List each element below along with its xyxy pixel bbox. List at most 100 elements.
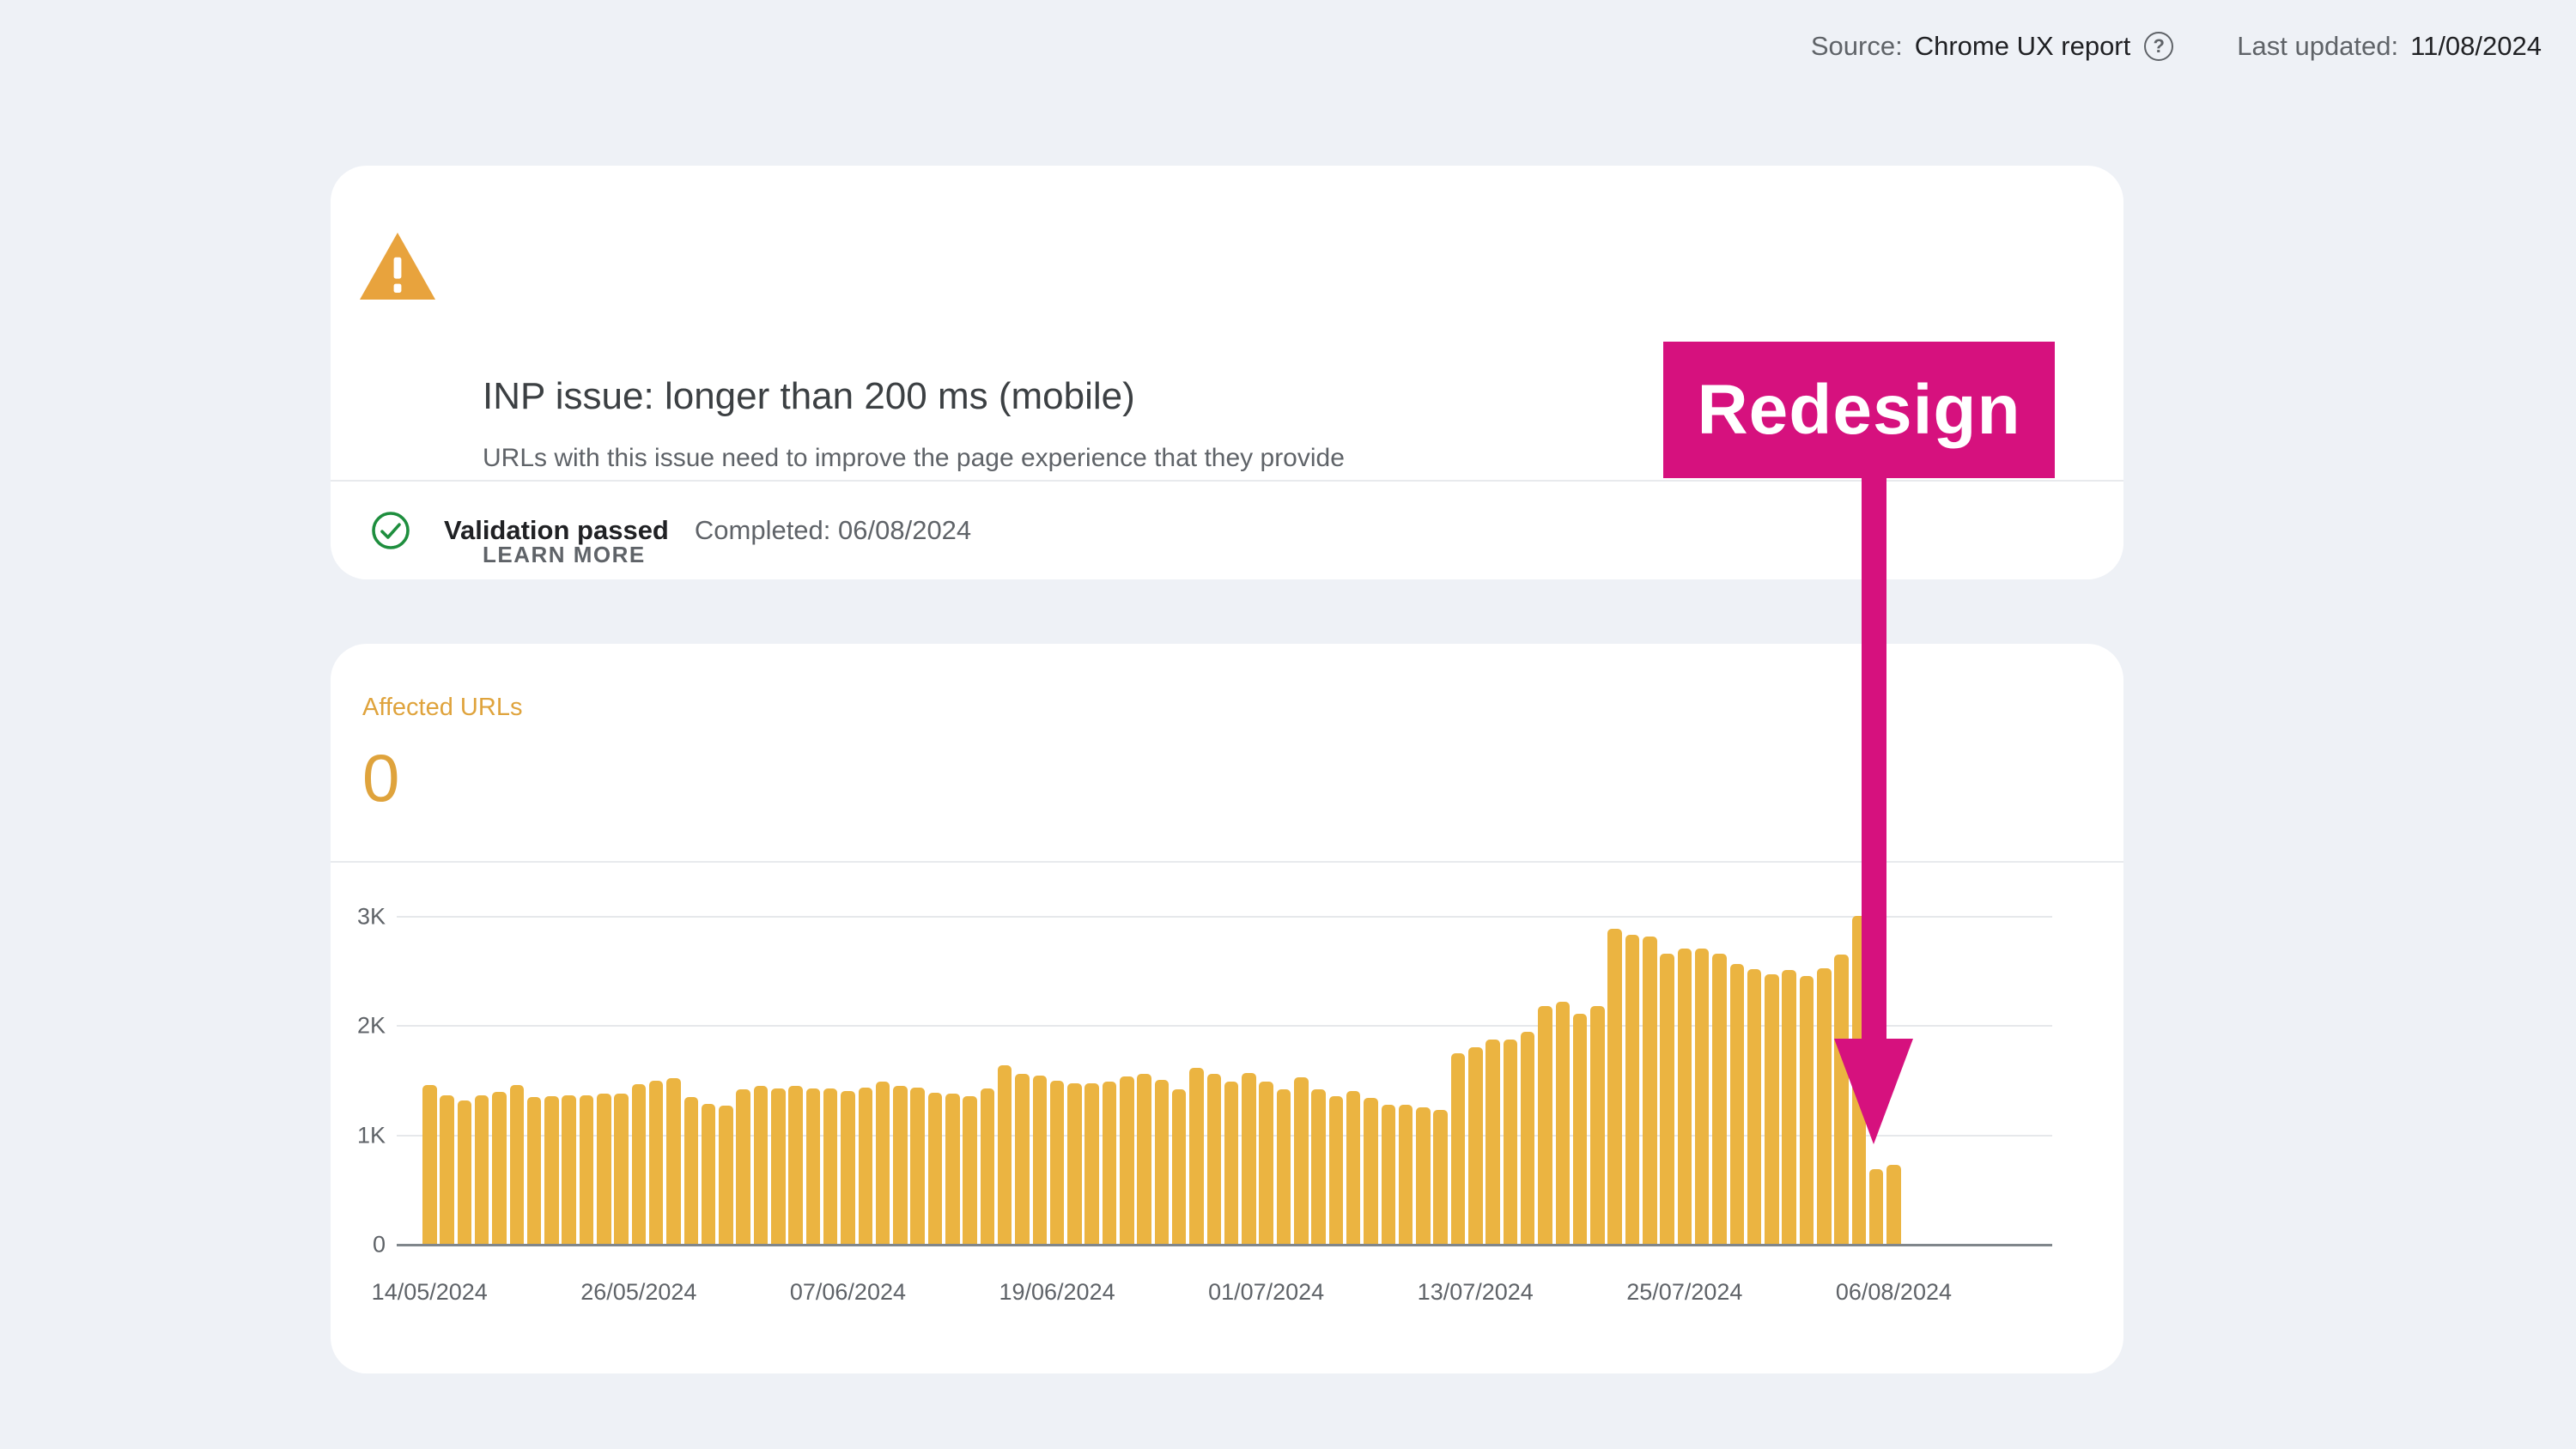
bar[interactable]	[1433, 1110, 1448, 1244]
bar[interactable]	[1259, 1082, 1273, 1244]
bar[interactable]	[858, 1087, 872, 1244]
bar[interactable]	[1660, 954, 1674, 1244]
bar[interactable]	[1555, 1002, 1570, 1244]
bar[interactable]	[492, 1091, 507, 1244]
bar[interactable]	[1468, 1046, 1483, 1244]
learn-more-button[interactable]: LEARN MORE	[483, 542, 646, 567]
bar[interactable]	[1189, 1067, 1204, 1244]
bar[interactable]	[1886, 1165, 1901, 1244]
bar[interactable]	[597, 1094, 611, 1244]
bar[interactable]	[1799, 975, 1814, 1244]
bar[interactable]	[1765, 974, 1779, 1244]
bar[interactable]	[1102, 1082, 1117, 1244]
bar[interactable]	[562, 1094, 576, 1244]
affected-urls-bar-chart: 3K 2K 1K 0 14/05/2024 26/05/2024 07/06/2024 19/…	[331, 644, 2123, 1373]
bar[interactable]	[1712, 954, 1727, 1244]
bar[interactable]	[997, 1065, 1012, 1244]
bar[interactable]	[1137, 1074, 1151, 1244]
bar[interactable]	[614, 1094, 629, 1244]
bar[interactable]	[509, 1085, 524, 1244]
last-updated-label: Last updated:	[2237, 31, 2399, 61]
bar[interactable]	[1206, 1074, 1221, 1244]
bar[interactable]	[440, 1094, 454, 1244]
bar[interactable]	[1817, 967, 1832, 1244]
bar[interactable]	[1381, 1105, 1395, 1244]
bar[interactable]	[1643, 936, 1657, 1244]
bar[interactable]	[1154, 1079, 1170, 1244]
x-axis-tick-label: 26/05/2024	[580, 1279, 697, 1305]
bar[interactable]	[1520, 1031, 1535, 1244]
bar[interactable]	[927, 1093, 943, 1244]
y-axis-tick-label: 0	[372, 1231, 386, 1258]
bar[interactable]	[875, 1082, 890, 1244]
bar[interactable]	[1294, 1077, 1309, 1244]
bar[interactable]	[1346, 1090, 1361, 1244]
bar[interactable]	[1485, 1039, 1500, 1244]
bar[interactable]	[701, 1103, 716, 1244]
bar[interactable]	[648, 1081, 664, 1244]
bar[interactable]	[666, 1078, 681, 1244]
bar[interactable]	[544, 1095, 559, 1244]
validation-status: Validation passed	[444, 515, 669, 545]
bar[interactable]	[1049, 1081, 1065, 1244]
bar[interactable]	[1572, 1014, 1588, 1244]
bar[interactable]	[945, 1094, 960, 1244]
x-axis-tick-label: 13/07/2024	[1417, 1279, 1534, 1305]
bar[interactable]	[457, 1100, 472, 1244]
bar[interactable]	[1311, 1089, 1326, 1244]
bar[interactable]	[1450, 1053, 1466, 1244]
bar[interactable]	[963, 1095, 977, 1244]
x-axis-tick-label: 19/06/2024	[999, 1279, 1115, 1305]
bar[interactable]	[805, 1088, 821, 1244]
bar[interactable]	[788, 1086, 803, 1244]
bar[interactable]	[1242, 1073, 1256, 1244]
bar[interactable]	[1503, 1039, 1518, 1244]
last-updated-value: 11/08/2024	[2410, 31, 2542, 61]
y-axis-tick-label: 2K	[356, 1012, 386, 1039]
bar[interactable]	[1276, 1089, 1291, 1244]
bar[interactable]	[841, 1090, 855, 1244]
bar[interactable]	[980, 1088, 995, 1244]
bar[interactable]	[1171, 1089, 1187, 1244]
bar[interactable]	[1538, 1006, 1552, 1244]
bar[interactable]	[1084, 1082, 1099, 1244]
bar[interactable]	[1729, 963, 1744, 1244]
bar[interactable]	[1364, 1098, 1378, 1244]
bar[interactable]	[526, 1097, 542, 1244]
bar[interactable]	[1416, 1106, 1431, 1244]
bar[interactable]	[1625, 935, 1640, 1244]
x-axis-tick-label: 14/05/2024	[371, 1279, 488, 1305]
bar[interactable]	[1120, 1076, 1134, 1244]
bar[interactable]	[1782, 970, 1796, 1244]
bar[interactable]	[1590, 1006, 1605, 1244]
bar[interactable]	[719, 1106, 733, 1244]
bar[interactable]	[422, 1085, 437, 1244]
bar[interactable]	[910, 1087, 925, 1244]
metric-affected-urls[interactable]: Affected URLs 0	[362, 694, 522, 811]
bar[interactable]	[753, 1086, 769, 1244]
bar[interactable]	[1868, 1169, 1884, 1244]
bar[interactable]	[1694, 948, 1710, 1244]
redesign-annotation-label: Redesign	[1663, 342, 2055, 478]
bar[interactable]	[893, 1086, 908, 1244]
chart-card: Affected URLs 0 3K 2K 1K 0 14/05/2024 26/05/2…	[331, 644, 2123, 1373]
bar[interactable]	[1607, 928, 1622, 1244]
bar[interactable]	[1747, 968, 1762, 1244]
bar[interactable]	[1032, 1075, 1047, 1244]
bar[interactable]	[736, 1089, 750, 1244]
bar[interactable]	[823, 1088, 838, 1244]
bar[interactable]	[631, 1083, 647, 1244]
bar[interactable]	[683, 1097, 698, 1244]
bar[interactable]	[771, 1088, 786, 1244]
help-icon[interactable]: ?	[2144, 32, 2174, 61]
bar[interactable]	[474, 1094, 489, 1244]
bar[interactable]	[1224, 1082, 1239, 1244]
x-axis-tick-label: 06/08/2024	[1835, 1279, 1952, 1305]
bar[interactable]	[1398, 1105, 1413, 1244]
bar[interactable]	[1067, 1082, 1082, 1244]
bar[interactable]	[1677, 948, 1692, 1244]
bar[interactable]	[1015, 1074, 1030, 1244]
redesign-arrow-head-icon	[1834, 1039, 1913, 1144]
bar[interactable]	[579, 1094, 594, 1244]
bar[interactable]	[1328, 1095, 1344, 1244]
